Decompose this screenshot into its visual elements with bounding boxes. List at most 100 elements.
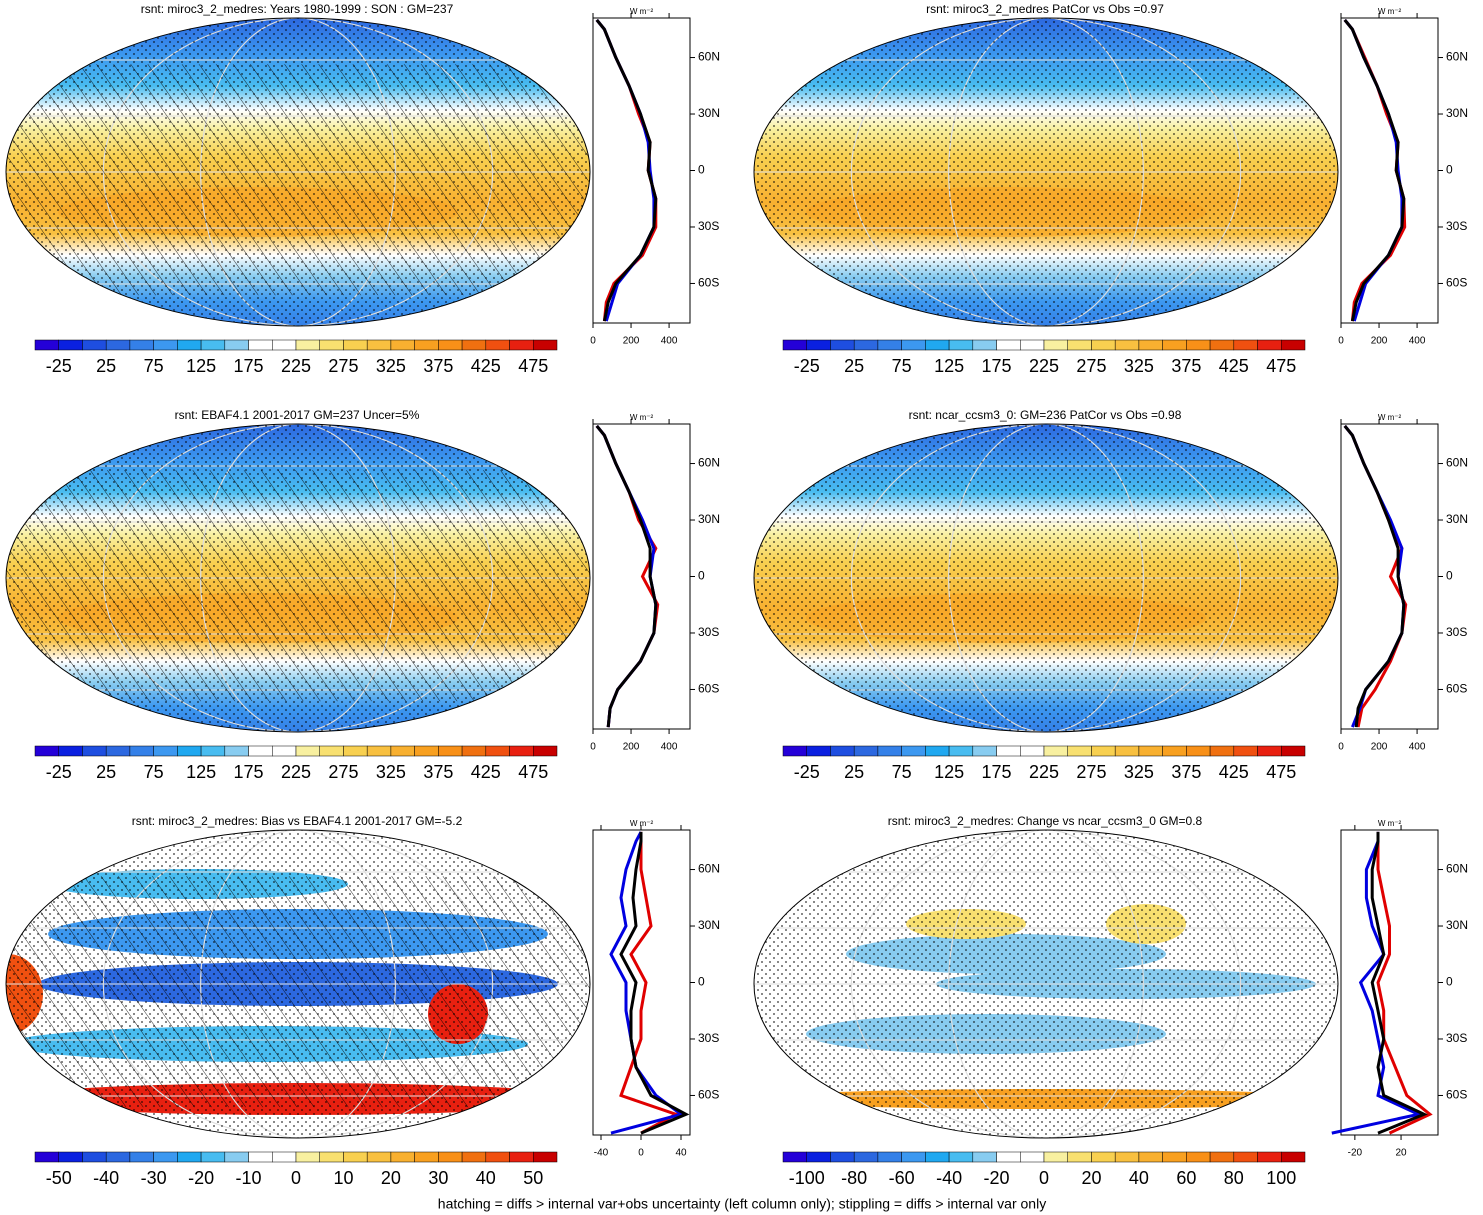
colorbar-box	[853, 745, 879, 757]
colorbar-box	[1186, 339, 1211, 351]
panel: rsnt: miroc3_2_medres PatCor vs Obs =0.9…	[753, 2, 1468, 376]
colorbar-box	[295, 745, 320, 757]
colorbar-box	[782, 1151, 807, 1163]
colorbar-label: 10	[333, 1168, 353, 1188]
colorbar-label: 475	[518, 762, 548, 782]
zonal-line	[1370, 831, 1428, 1135]
colorbar-label: 475	[1266, 762, 1296, 782]
y-tick-label: 60S	[698, 682, 719, 696]
colorbar-box	[972, 1151, 997, 1163]
colorbar-box	[343, 1151, 368, 1163]
colorbar-label: 175	[234, 762, 264, 782]
map-border	[5, 423, 591, 733]
map-title: rsnt: EBAF4.1 2001-2017 GM=237 Uncer=5%	[175, 408, 420, 422]
zonal-line	[1376, 831, 1433, 1135]
colorbar-box	[948, 339, 974, 351]
x-tick-label: 400	[661, 742, 678, 753]
colorbar-label: -20	[984, 1168, 1010, 1188]
colorbar-box	[901, 745, 926, 757]
colorbar-box	[177, 339, 202, 351]
y-tick-label: 30S	[1446, 625, 1467, 639]
colorbar-label: 40	[476, 1168, 496, 1188]
y-tick-label: 60N	[698, 50, 720, 64]
colorbar-box	[177, 745, 202, 757]
colorbar-label: -25	[46, 356, 72, 376]
colorbar-box	[806, 1151, 831, 1163]
x-tick-label: 0	[1338, 336, 1344, 347]
colorbar-box	[366, 339, 392, 351]
colorbar-label: 225	[281, 762, 311, 782]
colorbar-box	[177, 1151, 202, 1163]
colorbar-box	[1233, 745, 1258, 757]
colorbar-box	[153, 1151, 178, 1163]
colorbar-box	[343, 339, 368, 351]
colorbar-box	[1114, 745, 1140, 757]
colorbar-box	[925, 745, 950, 757]
colorbar-box	[877, 339, 902, 351]
colorbar-box	[34, 745, 59, 757]
y-tick-label: 0	[698, 975, 705, 989]
x-tick-label: 40	[675, 1148, 687, 1159]
zonal-line	[595, 424, 658, 728]
colorbar-box	[877, 745, 902, 757]
colorbar-label: 80	[1224, 1168, 1244, 1188]
colorbar-box	[319, 1151, 344, 1163]
colorbar-box	[533, 745, 558, 757]
colorbar-label: 275	[1076, 762, 1106, 782]
y-tick-label: 60N	[698, 862, 720, 876]
colorbar-box	[390, 745, 415, 757]
colorbar-box	[34, 1151, 59, 1163]
map	[6, 424, 590, 732]
colorbar-box	[224, 745, 249, 757]
y-tick-label: 0	[1446, 163, 1453, 177]
x-tick-label: 0	[590, 336, 596, 347]
map	[754, 830, 1338, 1138]
y-tick-label: 30S	[698, 1031, 719, 1045]
y-tick-label: 30N	[1446, 512, 1468, 526]
colorbar-box	[153, 745, 178, 757]
unit-label: W m⁻²	[630, 7, 654, 16]
y-tick-label: 0	[698, 163, 705, 177]
colorbar-box	[272, 339, 297, 351]
colorbar-label: 20	[1081, 1168, 1101, 1188]
colorbar-box	[509, 339, 534, 351]
colorbar-label: 30	[428, 1168, 448, 1188]
colorbar-label: -100	[789, 1168, 825, 1188]
map-border	[753, 17, 1339, 327]
colorbar-label: 325	[376, 356, 406, 376]
hatching	[6, 470, 590, 702]
y-tick-label: 30N	[698, 918, 720, 932]
zonal-line	[595, 424, 660, 728]
unit-label: W m⁻²	[1378, 7, 1402, 16]
x-tick-label: 200	[1371, 742, 1388, 753]
side-frame	[1340, 17, 1439, 324]
colorbar-label: 75	[144, 762, 164, 782]
zonal-line	[1343, 18, 1406, 322]
colorbar-label: 225	[281, 356, 311, 376]
colorbar-label: 20	[381, 1168, 401, 1188]
colorbar-label: 125	[934, 356, 964, 376]
colorbar-label: 425	[1219, 356, 1249, 376]
colorbar-box	[224, 1151, 249, 1163]
colorbar-box	[200, 745, 226, 757]
x-tick-label: 400	[1409, 742, 1426, 753]
colorbar-box	[996, 1151, 1021, 1163]
y-tick-label: 30S	[698, 219, 719, 233]
colorbar-box	[1233, 1151, 1258, 1163]
colorbar-label: 75	[892, 762, 912, 782]
colorbar-label: 425	[471, 356, 501, 376]
colorbar-box	[877, 1151, 902, 1163]
colorbar-box	[1043, 1151, 1068, 1163]
colorbar-box	[461, 339, 487, 351]
x-tick-label: -20	[1348, 1148, 1363, 1159]
y-tick-label: 60N	[698, 456, 720, 470]
stippling	[754, 830, 1338, 1138]
colorbar-box	[533, 1151, 558, 1163]
colorbar-label: 275	[328, 356, 358, 376]
colorbar-box	[1067, 339, 1092, 351]
colorbar-box	[972, 339, 997, 351]
colorbar-label: 225	[1029, 762, 1059, 782]
unit-label: W m⁻²	[630, 413, 654, 422]
y-tick-label: 30N	[1446, 918, 1468, 932]
x-tick-label: -40	[594, 1148, 609, 1159]
